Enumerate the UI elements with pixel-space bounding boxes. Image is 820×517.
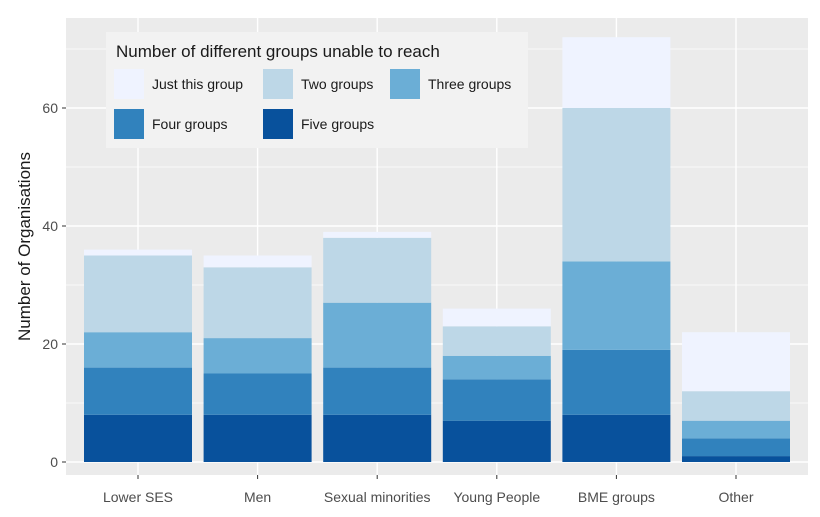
bar-segment [442,355,551,380]
bar-segment [682,456,790,462]
legend-key [390,69,420,99]
bar-segment [323,302,432,368]
x-tick-label: Lower SES [103,489,173,505]
bar-segment [682,332,790,392]
bar-segment [203,373,312,415]
bar-segment [203,338,312,374]
x-tick-label: Men [244,489,271,505]
legend-label: Five groups [301,116,374,132]
bar-segment [562,37,671,109]
y-tick-label: 0 [50,454,58,470]
bar-segment [562,349,671,415]
bar-segment [203,267,312,339]
bar-segment [323,367,432,415]
x-tick-label: BME groups [578,489,655,505]
legend-title: Number of different groups unable to rea… [116,42,440,61]
bar-segment [682,438,790,457]
bar-segment [203,255,312,268]
legend-key [263,69,293,99]
bar-segment [562,108,671,262]
bar-segment [682,391,790,421]
bar-segment [442,379,551,421]
bar-segment [84,332,192,368]
y-tick-label: 20 [42,336,58,352]
legend-key [114,109,144,139]
bar-segment [562,414,671,462]
bar-segment [84,255,192,333]
x-tick-label: Sexual minorities [324,489,431,505]
legend-label: Just this group [152,76,243,92]
bar-segment [203,414,312,462]
legend: Number of different groups unable to rea… [106,32,528,148]
x-axis: Lower SES Men Sexual minorities Young Peopl… [103,475,754,505]
bar-segment [442,326,551,356]
bar-segment [84,249,192,256]
bar-segment [84,367,192,415]
y-tick-label: 40 [42,218,58,234]
bar-segment [682,420,790,439]
bars [84,37,790,462]
bar-segment [323,414,432,462]
y-axis-title: Number of Organisations [15,152,34,341]
bar-segment [562,261,671,350]
bar-segment [84,414,192,462]
bar-segment [442,308,551,327]
bar-segment [323,237,432,303]
legend-key [263,109,293,139]
y-axis: 0 20 40 60 [42,100,66,470]
legend-label: Four groups [152,116,227,132]
legend-label: Three groups [428,76,511,92]
x-tick-label: Other [718,489,753,505]
bar-segment [323,231,432,238]
x-tick-label: Young People [453,489,540,505]
legend-key [114,69,144,99]
y-tick-label: 60 [42,100,58,116]
legend-label: Two groups [301,76,373,92]
bar-segment [442,420,551,462]
legend-background [106,32,528,148]
